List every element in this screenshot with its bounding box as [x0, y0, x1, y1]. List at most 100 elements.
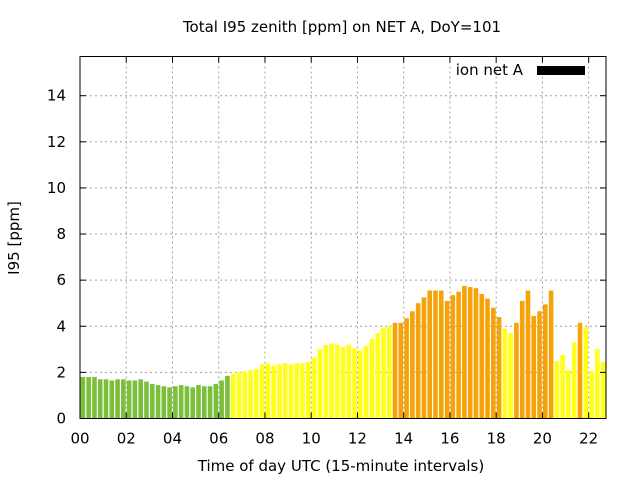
bar	[242, 371, 248, 419]
bar	[259, 364, 265, 419]
chart-title: Total I95 zenith [ppm] on NET A, DoY=101	[182, 18, 501, 36]
bar	[502, 328, 508, 419]
y-tick-label: 10	[47, 179, 66, 197]
bar	[329, 343, 334, 419]
x-tick-label: 22	[579, 430, 598, 448]
bar	[386, 326, 392, 419]
bar	[433, 290, 438, 419]
x-tick-label: 20	[533, 430, 552, 448]
bar	[571, 342, 577, 419]
bar	[415, 303, 421, 419]
bar	[381, 327, 386, 419]
y-tick-label: 0	[56, 410, 66, 428]
bar	[508, 333, 513, 419]
bar	[201, 386, 207, 419]
bar	[109, 380, 115, 419]
x-tick-label: 18	[487, 430, 506, 448]
bar	[230, 373, 236, 419]
plot-frame	[79, 56, 607, 419]
bar	[363, 345, 369, 419]
bar	[149, 383, 155, 419]
y-tick-label: 6	[56, 271, 66, 289]
y-axis-label: I95 [ppm]	[5, 201, 23, 275]
bar	[542, 304, 548, 419]
x-tick-label: 12	[348, 430, 367, 448]
bar	[369, 338, 375, 419]
bar	[583, 327, 589, 419]
bar	[173, 386, 178, 419]
bar	[467, 287, 473, 419]
bar	[144, 381, 149, 419]
bar	[253, 368, 259, 419]
bar	[282, 363, 288, 419]
bar	[207, 386, 213, 419]
bar	[178, 385, 184, 419]
bar	[589, 371, 594, 419]
bar	[306, 362, 311, 419]
bar	[479, 293, 485, 419]
bar	[566, 370, 571, 419]
bar	[392, 322, 398, 419]
bar	[340, 347, 346, 419]
bar	[404, 318, 409, 419]
bar	[548, 290, 554, 419]
bar	[311, 357, 317, 419]
bar	[514, 322, 519, 419]
bar	[375, 333, 380, 419]
bar	[294, 363, 300, 419]
bar	[537, 311, 542, 419]
y-tick-label: 4	[56, 317, 66, 335]
x-tick-label: 00	[70, 430, 89, 448]
bar	[213, 383, 219, 419]
x-tick-label: 06	[209, 430, 228, 448]
bar	[167, 387, 172, 419]
bar	[80, 376, 86, 419]
bar	[560, 355, 565, 419]
bar	[86, 376, 91, 419]
bar	[410, 311, 415, 419]
bar	[358, 350, 363, 419]
y-tick-label: 12	[47, 133, 66, 151]
bar	[277, 364, 282, 419]
bar	[496, 317, 502, 419]
bar	[196, 385, 201, 419]
bar	[184, 386, 190, 419]
legend-label: ion net A	[456, 61, 524, 79]
y-tick-label: 8	[56, 225, 66, 243]
bar	[271, 365, 276, 419]
bar	[92, 376, 97, 419]
bar	[525, 290, 531, 419]
x-tick-label: 02	[117, 430, 136, 448]
bar	[456, 291, 461, 419]
bar	[132, 380, 138, 419]
bars	[80, 285, 606, 419]
bar	[288, 364, 294, 419]
y-tick-label: 2	[56, 363, 66, 381]
x-tick-label: 14	[394, 430, 413, 448]
bar	[300, 363, 305, 419]
bar	[462, 285, 467, 419]
bar	[155, 385, 161, 419]
x-tick-label: 10	[302, 430, 321, 448]
bar	[554, 360, 560, 419]
bar	[138, 379, 144, 419]
grid-lines	[80, 56, 606, 419]
bar	[236, 372, 242, 419]
bar	[398, 322, 404, 419]
legend-swatch	[537, 66, 585, 75]
bar	[265, 363, 271, 419]
bar	[485, 298, 490, 419]
bar	[519, 300, 525, 419]
x-axis-label: Time of day UTC (15-minute intervals)	[197, 457, 484, 475]
bar	[352, 348, 357, 419]
bar	[600, 362, 606, 419]
bar	[97, 379, 103, 419]
x-tick-label: 04	[163, 430, 182, 448]
bar	[490, 307, 496, 419]
bar	[531, 315, 537, 419]
bar	[161, 386, 167, 419]
y-tick-label: 14	[47, 87, 66, 105]
bar	[121, 379, 126, 419]
